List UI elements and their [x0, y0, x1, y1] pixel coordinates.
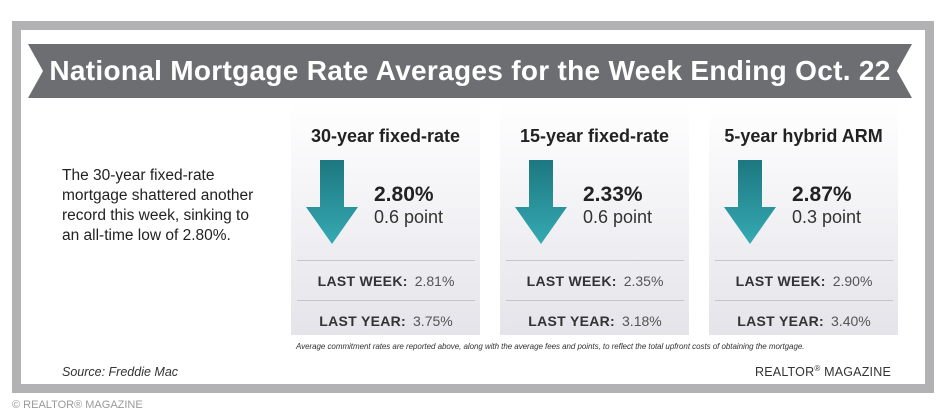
last-year-label: LAST YEAR: [528, 312, 616, 329]
footnote: Average commitment rates are reported ab… [296, 342, 805, 351]
down-arrow-icon [724, 160, 776, 244]
last-year-value: 3.75% [413, 312, 453, 329]
last-week-row: LAST WEEK: 2.81% [297, 260, 475, 300]
last-year-label: LAST YEAR: [319, 312, 407, 329]
rate-points: 0.3 point [792, 207, 862, 227]
card-title: 5-year hybrid ARM [724, 126, 883, 146]
last-year-value: 3.18% [622, 312, 662, 329]
last-week-label: LAST WEEK: [735, 272, 826, 289]
last-week-value: 2.35% [623, 272, 664, 289]
brand-registered-mark: ® [814, 364, 821, 373]
page-title: National Mortgage Rate Averages for the … [49, 55, 891, 86]
last-year-row: LAST YEAR: 3.18% [506, 300, 684, 340]
last-week-value: 2.90% [832, 272, 873, 289]
brand-suffix: MAGAZINE [820, 365, 891, 380]
rate-card-30-year: 30-year fixed-rate 2.80% 0.6 point LAST … [291, 100, 480, 335]
rate-card-5-year-arm: 5-year hybrid ARM 2.87% 0.3 point LAST W… [709, 100, 898, 335]
rate-card-15-year: 15-year fixed-rate 2.33% 0.6 point LAST … [500, 100, 689, 335]
rate-points: 0.6 point [583, 207, 653, 227]
last-week-label: LAST WEEK: [317, 272, 408, 289]
copyright-watermark: © REALTOR® MAGAZINE [12, 399, 143, 411]
rate-value: 2.80% [374, 183, 434, 206]
last-year-label: LAST YEAR: [737, 312, 825, 329]
brand-name: REALTOR [755, 365, 815, 380]
last-year-row: LAST YEAR: 3.40% [715, 300, 893, 340]
source-credit: Source: Freddie Mac [62, 365, 179, 379]
last-year-row: LAST YEAR: 3.75% [297, 300, 475, 340]
title-banner: National Mortgage Rate Averages for the … [28, 44, 912, 98]
card-title: 15-year fixed-rate [519, 126, 670, 146]
down-arrow-icon [306, 160, 358, 244]
down-arrow-icon [515, 160, 567, 244]
card-title: 30-year fixed-rate [310, 126, 461, 146]
last-week-value: 2.81% [414, 272, 455, 289]
last-week-row: LAST WEEK: 2.90% [715, 260, 893, 300]
summary-text: The 30-year fixed-rate mortgage shattere… [62, 167, 254, 244]
last-week-label: LAST WEEK: [526, 272, 617, 289]
last-week-row: LAST WEEK: 2.35% [506, 260, 684, 300]
rate-points: 0.6 point [374, 207, 444, 227]
brand-logo-text: REALTOR® MAGAZINE [743, 364, 891, 379]
rate-value: 2.87% [792, 183, 852, 206]
rate-value: 2.33% [583, 183, 643, 206]
last-year-value: 3.40% [831, 312, 871, 329]
